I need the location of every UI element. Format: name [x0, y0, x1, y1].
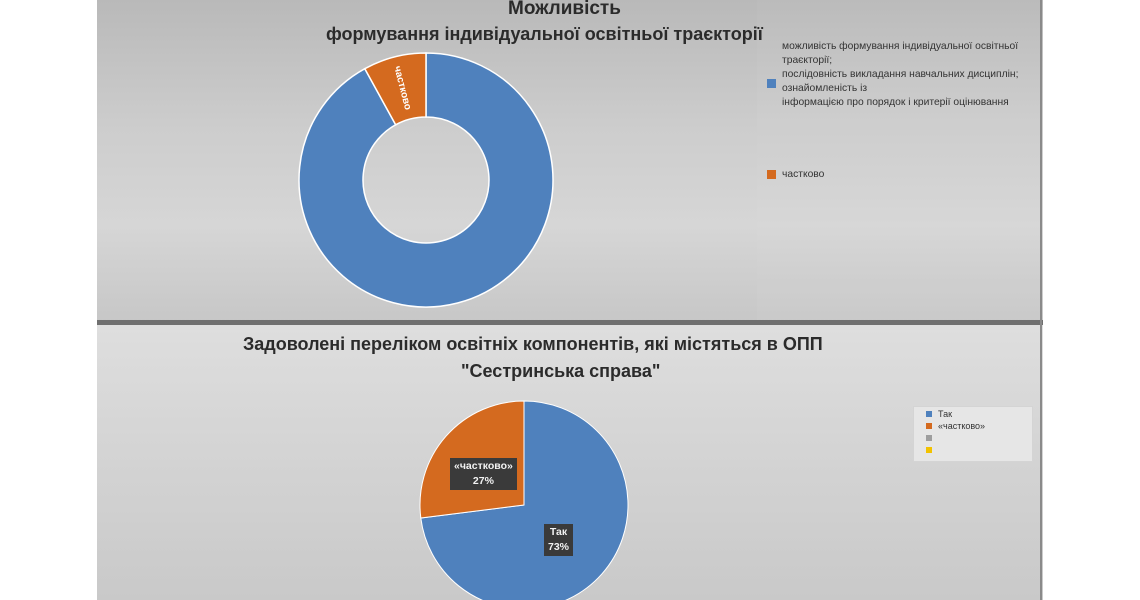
chart2-data-label-yes-name: Так: [549, 526, 568, 538]
chart2-title: Задоволені переліком освітніх компоненті…: [243, 334, 823, 354]
chart2-legend-label: «частково»: [938, 421, 986, 431]
chart2-data-label-partial: «частково» 27%: [450, 458, 517, 490]
sheet-edge: [1040, 0, 1042, 600]
chart1-title: Можливість: [508, 0, 621, 19]
chart1-legend-line: інформацією про порядок і критерії оціню…: [782, 97, 1009, 108]
chart1-legend-line: траєкторії;: [782, 55, 833, 66]
chart2-data-label-yes-value: 73%: [548, 541, 570, 553]
chart1-slice: [363, 52, 427, 126]
chart2-legend-swatch: [926, 447, 932, 453]
chart-sheet: Можливість формування індивідуальної осв…: [97, 0, 1043, 600]
chart2-data-label-yes: Так 73%: [544, 524, 574, 556]
chart1-legend-item-partial: частково: [765, 168, 1045, 182]
chart1-legend-line: ознайомленість із: [782, 83, 868, 94]
chart1-area: [97, 0, 1043, 322]
chart1-subtitle: формування індивідуальної освітньої трає…: [326, 24, 763, 44]
chart1-donut: частково: [298, 52, 554, 308]
chart1-legend-swatch-partial: [767, 170, 776, 179]
chart2-legend-item: «частково»: [914, 420, 1032, 432]
chart-divider: [97, 320, 1043, 325]
chart1-legend-line: можливість формування індивідуальної осв…: [782, 41, 1019, 52]
chart2-legend-item: [914, 432, 1032, 444]
chart2-legend-item: [914, 444, 1032, 456]
chart1-legend-label-partial: частково: [782, 169, 825, 180]
chart1-legend-item-main: можливість формування індивідуальної осв…: [765, 40, 1045, 110]
chart2-legend-label: Так: [938, 409, 953, 419]
chart2-legend-swatch: [926, 435, 932, 441]
chart1-legend: можливість формування індивідуальної осв…: [765, 40, 1045, 182]
chart2-legend: Так «частково»: [913, 406, 1033, 462]
chart2-legend-swatch: [926, 423, 932, 429]
chart2-legend-item: Так: [914, 408, 1032, 420]
chart1-legend-swatch-main: [767, 79, 776, 88]
chart2-data-label-partial-value: 27%: [472, 475, 494, 487]
chart2-legend-swatch: [926, 411, 932, 417]
chart2-pie: [419, 400, 629, 600]
chart1-slice: [298, 52, 554, 308]
chart2-subtitle: "Сестринська справа": [461, 361, 661, 381]
chart2-data-label-partial-name: «частково»: [454, 460, 513, 472]
chart1-legend-area: [757, 0, 1043, 322]
chart1-legend-line: послідовність викладання навчальних дисц…: [782, 69, 1019, 80]
